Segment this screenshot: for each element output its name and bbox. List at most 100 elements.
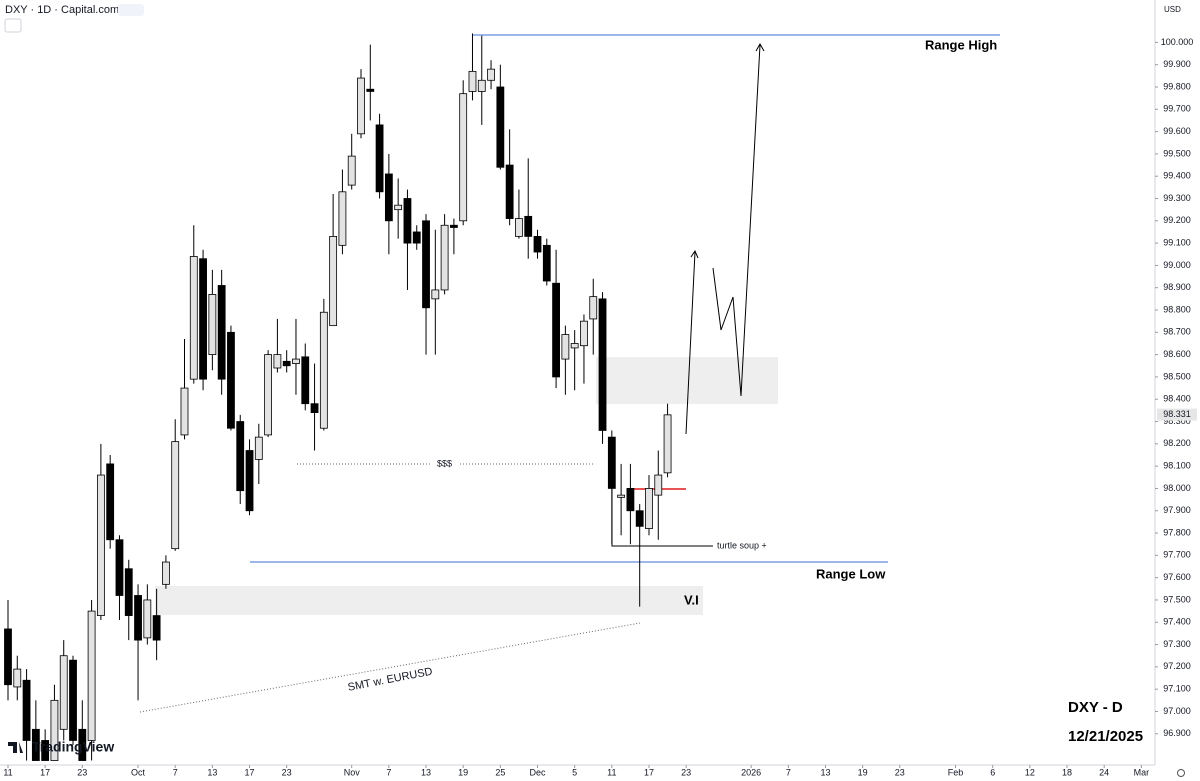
candle-body (487, 68, 495, 81)
y-tick-label: 99.300 (1163, 193, 1191, 203)
candle-body (189, 256, 198, 380)
candle-body (459, 93, 468, 222)
y-tick-label: 99.200 (1163, 215, 1191, 225)
y-tick-label: 97.000 (1163, 706, 1191, 716)
x-tick-label: 7 (386, 767, 391, 777)
y-tick-label: 99.800 (1163, 81, 1191, 91)
candle-body (561, 334, 570, 360)
candle-body (310, 403, 319, 414)
candle-body (22, 679, 31, 741)
candle-body (552, 282, 560, 378)
annotation: DXY - D (1068, 699, 1123, 716)
annotation: $$$ (437, 458, 452, 468)
candle-body (468, 70, 477, 92)
candle-body (162, 561, 170, 585)
y-tick-label: 98.600 (1163, 349, 1191, 359)
candle-body (96, 474, 105, 616)
candle-body (31, 728, 40, 761)
candle-body (515, 218, 523, 237)
candle-body (384, 173, 393, 222)
header-icon[interactable] (118, 4, 144, 16)
candle-body (4, 628, 12, 686)
annotation: 12/21/2025 (1068, 728, 1143, 745)
y-tick-label: 98.200 (1163, 438, 1191, 448)
candle-body (208, 294, 217, 356)
y-tick-label: 97.100 (1163, 684, 1191, 694)
candle-body (106, 463, 115, 541)
annotation: Range High (925, 37, 997, 52)
y-tick-label: 98.700 (1163, 327, 1191, 337)
x-tick-label: 19 (458, 767, 468, 777)
y-tick-label: 98.900 (1163, 282, 1191, 292)
candle-body (78, 728, 87, 761)
candle-body (87, 610, 96, 741)
candle-body (505, 164, 514, 219)
x-tick-label: 18 (1062, 767, 1072, 777)
y-tick-label: 99.900 (1163, 59, 1191, 69)
x-tick-label: 7 (173, 767, 178, 777)
y-tick-label: 97.900 (1163, 505, 1191, 515)
candle-body (319, 311, 328, 429)
candle-body (69, 659, 77, 741)
x-tick-label: Nov (344, 767, 361, 777)
annotation: turtle soup + (717, 540, 767, 550)
y-tick-label: 97.400 (1163, 617, 1191, 627)
y-tick-label: 97.700 (1163, 550, 1191, 560)
collapse-button[interactable] (4, 18, 22, 33)
symbol-header[interactable]: DXY · 1D · Capital.com (5, 4, 119, 16)
y-tick-label: 98.400 (1163, 394, 1191, 404)
candle-body (589, 296, 598, 320)
candle-body (329, 236, 338, 327)
projection (712, 44, 761, 397)
candle-body (13, 668, 22, 688)
candle-body (580, 320, 588, 347)
candle-body (245, 450, 254, 512)
brand[interactable]: TradingView (32, 739, 114, 755)
candle-body (645, 488, 653, 529)
settings-icon[interactable] (1177, 769, 1185, 777)
zone (596, 357, 778, 404)
candle-body (496, 86, 505, 168)
y-tick-label: 99.500 (1163, 148, 1191, 158)
candle-body (366, 88, 375, 92)
arrow-head (690, 42, 765, 259)
candle-body (440, 224, 449, 291)
y-tick-label: 99.400 (1163, 171, 1191, 181)
zone (155, 586, 703, 615)
x-tick-label: 23 (282, 767, 292, 777)
candle-body (301, 356, 310, 405)
candle-body (533, 236, 542, 253)
candle-body (375, 124, 384, 193)
candle-body (134, 595, 142, 641)
candle-body (199, 258, 207, 380)
y-tick-label: 96.900 (1163, 728, 1191, 738)
candle-body (143, 599, 152, 639)
candle-body (115, 539, 124, 596)
candle-body (282, 360, 291, 367)
candle-body (180, 387, 189, 436)
x-tick-label: 11 (3, 767, 12, 777)
x-tick-label: 23 (77, 767, 87, 777)
drawings (139, 34, 1000, 713)
brand-logo[interactable] (8, 742, 23, 753)
candle-body (347, 155, 356, 186)
x-tick-label: 6 (990, 767, 995, 777)
candle-body (412, 231, 421, 244)
y-tick-label: 98.800 (1163, 304, 1191, 314)
y-tick-label: 98.500 (1163, 371, 1191, 381)
y-tick-label: 98.000 (1163, 483, 1191, 493)
candle-body (524, 215, 533, 237)
candle-body (422, 220, 430, 309)
candle-body (171, 441, 180, 550)
candle-body (41, 740, 50, 761)
candle-body (152, 615, 161, 641)
y-tick-label: 97.300 (1163, 639, 1191, 649)
y-tick-label: 97.800 (1163, 527, 1191, 537)
x-tick-label: 11 (607, 767, 616, 777)
y-tick-label: 99.000 (1163, 260, 1191, 270)
x-tick-label: 19 (858, 767, 868, 777)
candle-body (403, 198, 412, 244)
currency[interactable]: USD (1164, 5, 1181, 14)
candle-body (264, 354, 273, 436)
